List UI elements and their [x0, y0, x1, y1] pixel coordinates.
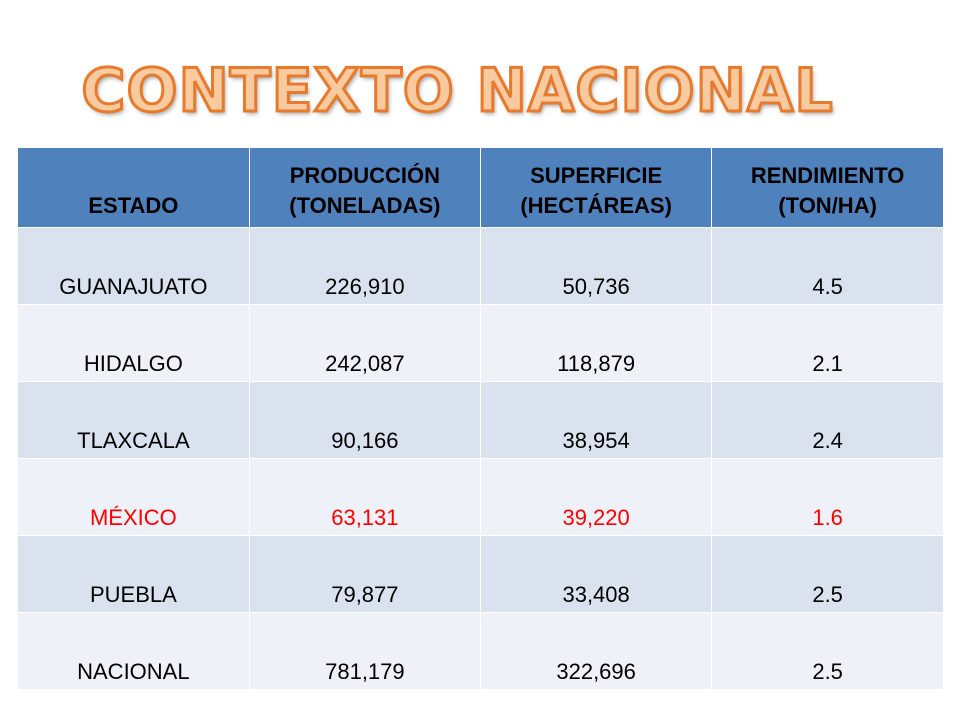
- cell-estado: TLAXCALA: [18, 381, 250, 459]
- table-row-total: NACIONAL 781,179 322,696 2.5: [18, 612, 943, 690]
- table-row-highlighted: MÉXICO 63,131 39,220 1.6: [18, 458, 943, 536]
- cell-superficie: 322,696: [480, 612, 713, 690]
- header-produccion: PRODUCCIÓN (TONELADAS): [249, 148, 482, 228]
- cell-produccion: 242,087: [249, 304, 482, 382]
- cell-superficie: 118,879: [480, 304, 713, 382]
- cell-superficie: 33,408: [480, 535, 713, 613]
- header-estado-line-1: ESTADO: [88, 193, 179, 218]
- table-row: PUEBLA 79,877 33,408 2.5: [18, 535, 943, 613]
- cell-produccion: 90,166: [249, 381, 482, 459]
- header-rendimiento: RENDIMIENTO (TON/HA): [711, 148, 943, 228]
- header-produccion-line-2: (TONELADAS): [289, 193, 441, 218]
- cell-produccion: 79,877: [249, 535, 482, 613]
- cell-estado: GUANAJUATO: [18, 227, 250, 305]
- cell-estado: HIDALGO: [18, 304, 250, 382]
- cell-rendimiento: 4.5: [711, 227, 943, 305]
- cell-superficie: 39,220: [480, 458, 713, 536]
- table-row: TLAXCALA 90,166 38,954 2.4: [18, 381, 943, 459]
- table-row: HIDALGO 242,087 118,879 2.1: [18, 304, 943, 382]
- cell-produccion: 63,131: [249, 458, 482, 536]
- header-rendimiento-line-1: RENDIMIENTO: [750, 163, 905, 188]
- header-superficie-line-1: SUPERFICIE: [530, 163, 663, 188]
- header-superficie-line-2: (HECTÁREAS): [520, 193, 672, 218]
- slide-title: CONTEXTO NACIONAL: [80, 55, 834, 128]
- header-row: ESTADO PRODUCCIÓN (TONELADAS) SUPERFICIE…: [18, 148, 943, 228]
- table-row: GUANAJUATO 226,910 50,736 4.5: [18, 227, 943, 305]
- cell-superficie: 50,736: [480, 227, 713, 305]
- cell-rendimiento: 1.6: [711, 458, 943, 536]
- cell-rendimiento: 2.5: [711, 535, 943, 613]
- cell-rendimiento: 2.4: [711, 381, 943, 459]
- header-estado: ESTADO: [18, 148, 250, 228]
- cell-estado: MÉXICO: [18, 458, 250, 536]
- header-superficie: SUPERFICIE (HECTÁREAS): [480, 148, 713, 228]
- cell-superficie: 38,954: [480, 381, 713, 459]
- cell-estado: NACIONAL: [18, 612, 250, 690]
- header-produccion-line-1: PRODUCCIÓN: [289, 163, 441, 188]
- cell-estado: PUEBLA: [18, 535, 250, 613]
- cell-rendimiento: 2.1: [711, 304, 943, 382]
- cell-produccion: 781,179: [249, 612, 482, 690]
- data-table: ESTADO PRODUCCIÓN (TONELADAS) SUPERFICIE…: [18, 148, 943, 690]
- cell-produccion: 226,910: [249, 227, 482, 305]
- cell-rendimiento: 2.5: [711, 612, 943, 690]
- header-rendimiento-line-2: (TON/HA): [778, 193, 877, 218]
